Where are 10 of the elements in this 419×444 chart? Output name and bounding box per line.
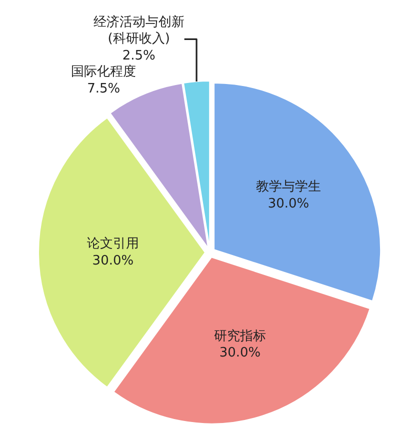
data-label: 30.0% xyxy=(92,253,134,268)
slice-label: 国际化程度 xyxy=(71,64,136,80)
slice-label: 研究指标 xyxy=(214,328,266,344)
data-label: 2.5% xyxy=(122,48,156,64)
slice-label: 论文引用 xyxy=(86,236,139,252)
slice-label: 经济活动与创新 (科研收入) xyxy=(93,14,184,47)
slice-label: 教学与学生 xyxy=(256,180,322,195)
data-label: 30.0% xyxy=(219,346,261,361)
data-label: 30.0% xyxy=(268,196,310,212)
data-label: 7.5% xyxy=(87,81,120,96)
